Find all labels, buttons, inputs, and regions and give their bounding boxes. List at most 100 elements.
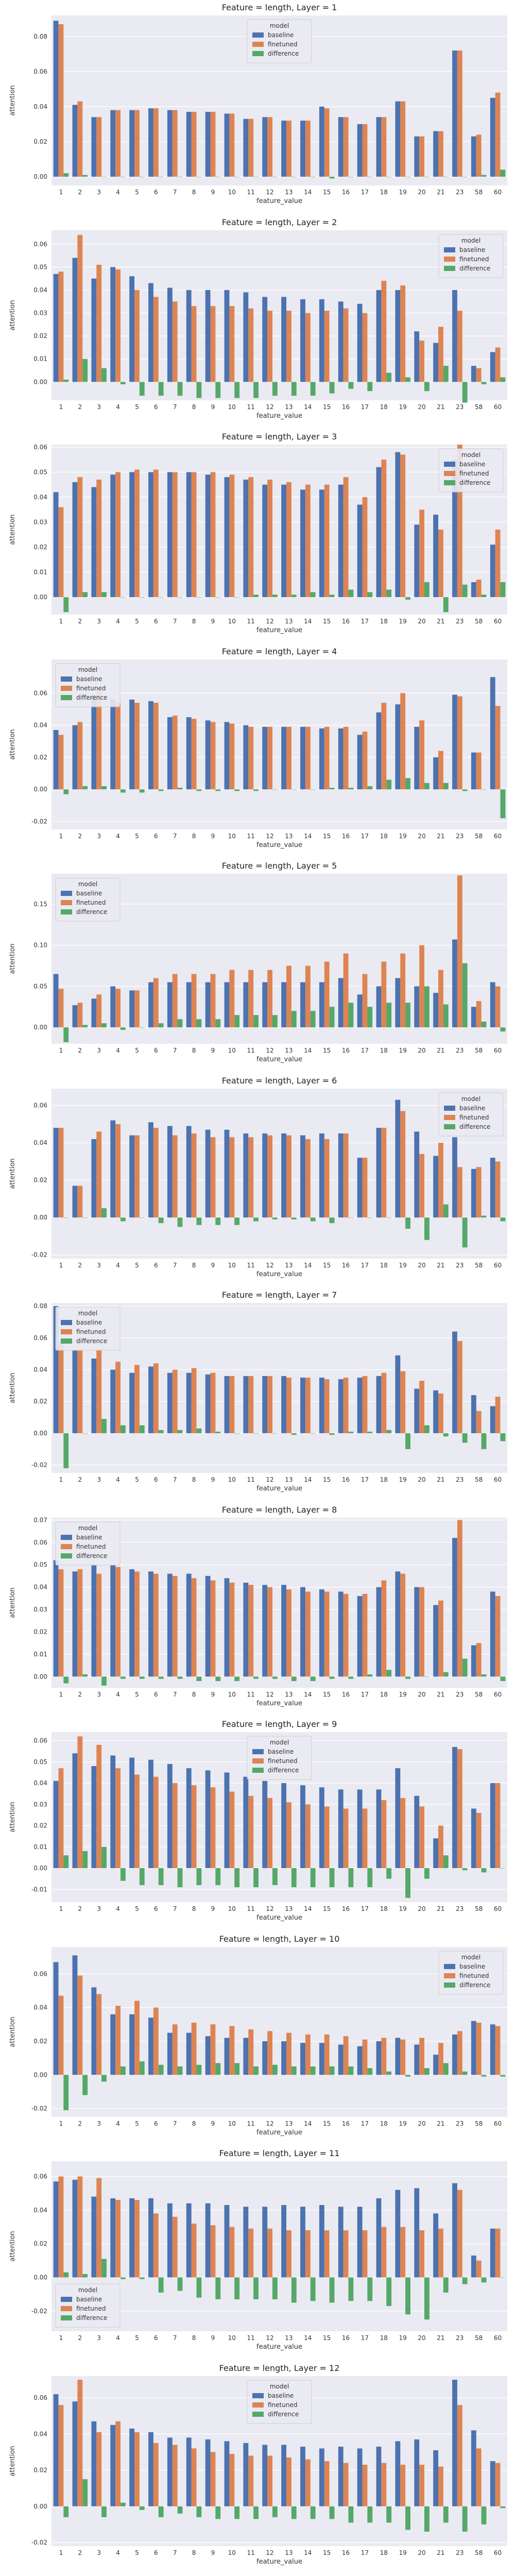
x-tick-label: 13 xyxy=(285,2120,293,2127)
bar-finetuned xyxy=(343,1133,349,1217)
bar-finetuned xyxy=(362,1594,368,1676)
x-tick-label: 9 xyxy=(211,1047,215,1054)
bar-finetuned xyxy=(438,530,443,598)
legend-label-difference: difference xyxy=(76,1552,107,1560)
y-tick-label: 0.04 xyxy=(33,2207,47,2214)
y-tick-label: 0.04 xyxy=(33,2430,47,2437)
bar-baseline xyxy=(205,1770,211,1868)
x-tick-label: 12 xyxy=(266,1691,273,1698)
bar-baseline xyxy=(91,1358,97,1433)
y-tick-label: 0.04 xyxy=(33,494,47,501)
bar-finetuned xyxy=(438,326,443,382)
x-tick-label: 19 xyxy=(399,1262,407,1269)
bar-finetuned xyxy=(210,472,216,598)
bar-difference xyxy=(215,2277,221,2299)
bar-difference xyxy=(367,2067,373,2075)
bar-finetuned xyxy=(96,994,102,1028)
bar-baseline xyxy=(471,136,476,177)
bar-difference xyxy=(272,1868,278,1885)
x-tick-label: 15 xyxy=(323,1262,331,1269)
x-tick-label: 15 xyxy=(323,1047,331,1054)
chart-panel: Feature = length, Layer = 7 -0.02 0.00 0.02… xyxy=(9,1290,507,1493)
bar-finetuned xyxy=(115,110,121,177)
legend: model baseline finetuned difference xyxy=(247,19,312,63)
y-tick-label: 0.00 xyxy=(33,378,47,385)
bar-difference xyxy=(234,789,240,791)
x-tick-label: 2 xyxy=(78,618,82,625)
bar-baseline xyxy=(395,2190,401,2278)
x-tick-label: 19 xyxy=(399,189,407,196)
bar-difference xyxy=(481,2277,487,2283)
bar-difference xyxy=(101,786,107,789)
bar-finetuned xyxy=(96,1573,102,1676)
bar-difference xyxy=(310,1676,316,1681)
legend-swatch-baseline xyxy=(61,891,72,896)
x-tick-label: 58 xyxy=(475,2549,483,2556)
bar-finetuned xyxy=(210,1372,216,1433)
legend: model baseline finetuned difference xyxy=(55,663,121,707)
bar-difference xyxy=(63,597,69,613)
x-tick-label: 9 xyxy=(211,2334,215,2342)
x-tick-label: 9 xyxy=(211,403,215,411)
bar-difference xyxy=(196,2506,202,2517)
x-tick-label: 11 xyxy=(247,1476,255,1483)
bar-baseline xyxy=(338,2446,344,2506)
legend-title: model xyxy=(78,666,97,673)
bar-difference xyxy=(215,1217,221,1225)
bar-difference xyxy=(405,2074,410,2077)
legend-label-finetuned: finetuned xyxy=(76,1543,106,1550)
bar-difference xyxy=(82,1674,88,1676)
bar-finetuned xyxy=(457,1341,462,1433)
x-tick-label: 12 xyxy=(266,2120,273,2127)
bar-difference xyxy=(101,2259,107,2278)
bar-baseline xyxy=(72,1185,78,1217)
bar-finetuned xyxy=(457,1749,462,1868)
bar-finetuned xyxy=(286,2457,291,2506)
bar-baseline xyxy=(129,472,135,598)
bar-difference xyxy=(120,1425,126,1433)
bar-difference xyxy=(234,1433,240,1434)
x-tick-label: 13 xyxy=(285,618,293,625)
x-tick-label: 60 xyxy=(494,403,502,411)
y-axis-label: attention xyxy=(9,1158,16,1189)
bar-finetuned xyxy=(419,720,424,789)
x-tick-label: 4 xyxy=(116,1691,120,1698)
bar-finetuned xyxy=(210,306,216,382)
x-tick-label: 1 xyxy=(59,1262,63,1269)
plot-area xyxy=(52,1088,507,1259)
bar-difference xyxy=(424,2277,430,2320)
bar-baseline xyxy=(186,1126,192,1217)
legend-label-finetuned: finetuned xyxy=(76,899,106,906)
bar-difference xyxy=(272,2277,278,2299)
x-tick-label: 60 xyxy=(494,1691,502,1698)
legend-swatch-difference xyxy=(252,51,264,56)
bar-difference xyxy=(253,1676,259,1679)
bar-difference xyxy=(177,597,183,598)
x-tick-label: 17 xyxy=(361,2549,369,2556)
x-tick-label: 58 xyxy=(475,403,483,411)
x-tick-label: 11 xyxy=(247,1047,255,1054)
bar-finetuned xyxy=(115,702,121,789)
y-tick-label: -0.02 xyxy=(31,2538,47,2546)
bar-baseline xyxy=(262,484,268,598)
bar-baseline xyxy=(243,292,249,382)
x-axis-label: feature_value xyxy=(256,1914,302,1922)
x-tick-label: 20 xyxy=(418,189,425,196)
chart-title: Feature = length, Layer = 1 xyxy=(222,3,337,12)
bar-finetuned xyxy=(495,1783,501,1868)
bar-difference xyxy=(234,597,240,598)
y-tick-label: 0.05 xyxy=(33,1561,47,1568)
x-tick-label: 14 xyxy=(304,1691,312,1698)
bar-baseline xyxy=(414,2044,420,2075)
bar-baseline xyxy=(433,514,439,598)
bar-difference xyxy=(367,1007,373,1028)
bar-baseline xyxy=(205,112,211,177)
x-tick-label: 4 xyxy=(116,2549,120,2556)
x-tick-label: 60 xyxy=(494,618,502,625)
bar-baseline xyxy=(186,2032,192,2075)
bar-finetuned xyxy=(134,2001,140,2075)
bar-finetuned xyxy=(191,974,197,1028)
x-tick-label: 11 xyxy=(247,1262,255,1269)
bar-difference xyxy=(234,1676,240,1681)
bar-finetuned xyxy=(362,313,368,382)
